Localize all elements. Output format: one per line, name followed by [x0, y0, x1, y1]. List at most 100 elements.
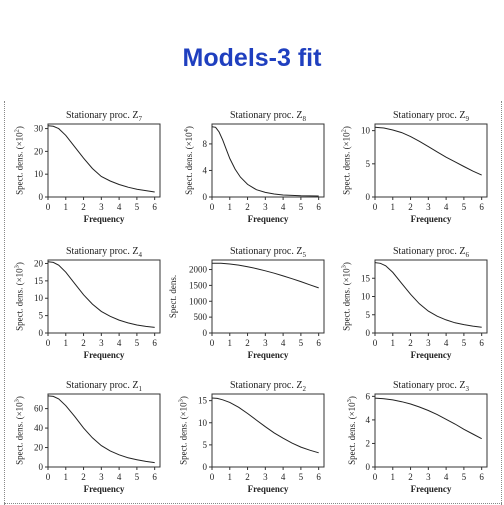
- x-tick-label: 3: [426, 338, 431, 348]
- spectral-density-line-1: [211, 262, 319, 289]
- y-tick-label: 5: [203, 440, 208, 450]
- spectral-density-panel-9: Stationary proc. Z30 1 2 3 4 5 60246FrequencyS…: [346, 380, 488, 494]
- y-axis-label-tail: ): [342, 126, 352, 129]
- y-axis-label: Spect. dens. (×103): [341, 262, 352, 331]
- panel-title: Stationary proc. Z2: [230, 380, 306, 393]
- x-tick-label: 4: [117, 338, 122, 348]
- y-axis-label-exponent: 3: [341, 265, 348, 268]
- x-tick-label: 0: [210, 202, 215, 212]
- panel-title-subscript: 3: [465, 385, 469, 393]
- x-tick-label: 3: [263, 338, 268, 348]
- x-tick-label: 3: [426, 472, 431, 482]
- x-tick-label: 6: [152, 338, 157, 348]
- y-tick-label: 1000: [189, 296, 208, 306]
- x-tick-label: 1: [391, 202, 396, 212]
- y-axis-label-text: Spect. dens. (×10: [347, 402, 357, 465]
- spectral-density-panel-3: Stationary proc. Z9 0 1 2 3 4 5 6 0 5 10 Frequency S…: [341, 110, 488, 224]
- y-tick-label: 0: [366, 192, 371, 202]
- y-axis-label-exponent: 3: [14, 399, 21, 402]
- panel-title-text: Stationary proc. Z: [66, 380, 138, 391]
- y-tick-label: 15: [34, 276, 44, 286]
- x-tick-label: 5: [299, 472, 304, 482]
- y-tick-label: 0: [39, 462, 44, 472]
- x-tick-label: 6: [316, 202, 321, 212]
- y-tick-label: 60: [34, 404, 44, 414]
- x-tick-label: 2: [408, 338, 413, 348]
- x-tick-label: 4: [281, 338, 286, 348]
- x-tick-label: 5: [462, 472, 467, 482]
- slide-frame-left-border: [4, 101, 5, 505]
- y-tick-label: 2000: [189, 265, 208, 275]
- panel-title: Stationary proc. Z4: [66, 246, 142, 259]
- panel-title-text: Stationary proc. Z: [66, 110, 138, 121]
- x-tick-label: 3: [99, 202, 104, 212]
- panel-title-subscript: 1: [138, 385, 142, 393]
- y-axis-label-tail: ): [179, 396, 189, 399]
- x-tick-label: 2: [81, 338, 86, 348]
- plot-frame: [47, 393, 161, 468]
- y-axis-label-text: Spect. dens. (×10: [342, 268, 352, 331]
- x-tick-label: 2: [408, 202, 413, 212]
- spectral-density-panel-4: Stationary proc. Z40 1 2 3 4 5 605101520Freque…: [14, 246, 161, 360]
- x-tick-label: 2: [81, 472, 86, 482]
- panel-title-text: Stationary proc. Z: [230, 246, 302, 257]
- spectral-density-panel-8: Stationary proc. Z20 1 2 3 4 5 6051015Frequenc…: [178, 380, 325, 494]
- panel-title: Stationary proc. Z8: [230, 110, 306, 123]
- y-axis-label: Spect. dens. (×102): [14, 126, 25, 195]
- x-tick-label: 1: [228, 202, 233, 212]
- y-axis-label-tail: ): [15, 396, 25, 399]
- y-tick-label: 10: [361, 126, 371, 136]
- y-axis-label-tail: ): [342, 262, 352, 265]
- slide-title: Models-3 fit: [182, 44, 322, 72]
- x-tick-label: 0: [210, 472, 215, 482]
- x-tick-label: 0: [373, 338, 378, 348]
- panel-title: Stationary proc. Z1: [66, 380, 142, 393]
- x-tick-label: 1: [391, 472, 396, 482]
- y-tick-label: 0: [203, 192, 208, 202]
- y-axis-label-text: Spect. dens. (×10: [15, 132, 25, 195]
- x-axis-label: Frequency: [411, 350, 452, 360]
- y-tick-label: 0: [366, 462, 371, 472]
- x-axis-label: Frequency: [248, 214, 289, 224]
- panel-title: Stationary proc. Z9: [393, 110, 469, 123]
- plot-frame: [211, 123, 325, 198]
- x-tick-label: 5: [135, 338, 140, 348]
- x-tick-label: 2: [81, 202, 86, 212]
- y-axis-label-text: Spect. dens. (×10: [15, 268, 25, 331]
- panel-title-subscript: 6: [465, 251, 469, 259]
- x-tick-label: 6: [479, 202, 484, 212]
- panel-title-subscript: 7: [138, 115, 142, 123]
- y-tick-label: 5: [366, 310, 371, 320]
- plot-frame: [47, 123, 161, 198]
- x-tick-label: 1: [64, 338, 69, 348]
- spectral-density-line-1: [47, 261, 155, 328]
- x-tick-label: 4: [444, 202, 449, 212]
- x-tick-label: 6: [479, 338, 484, 348]
- x-tick-label: 0: [46, 338, 51, 348]
- x-axis-label: Frequency: [248, 350, 289, 360]
- y-tick-label: 6: [366, 391, 371, 401]
- spectral-density-line-1: [211, 397, 319, 454]
- x-tick-label: 1: [228, 338, 233, 348]
- x-tick-label: 5: [135, 472, 140, 482]
- x-tick-label: 4: [444, 472, 449, 482]
- y-axis-label-exponent: 3: [14, 265, 21, 268]
- plot-frame: [374, 393, 488, 468]
- panel-title-text: Stationary proc. Z: [393, 380, 465, 391]
- y-axis-label-tail: ): [15, 126, 25, 129]
- x-tick-label: 5: [462, 338, 467, 348]
- x-tick-label: 3: [426, 202, 431, 212]
- x-tick-label: 0: [373, 202, 378, 212]
- y-axis-label-exponent: 2: [14, 129, 21, 132]
- y-axis-label-exponent: 3: [178, 399, 185, 402]
- y-axis-label: Spect. dens. (×103): [346, 396, 357, 465]
- y-axis-label: Spect. dens. (×102): [341, 126, 352, 195]
- y-axis-label: Spect. dens. (×103): [14, 262, 25, 331]
- x-tick-label: 3: [263, 472, 268, 482]
- spectral-density-line-1: [374, 126, 482, 176]
- y-axis-label-tail: ): [15, 262, 25, 265]
- x-axis-label: Frequency: [411, 214, 452, 224]
- y-axis-label-text: Spect. dens. (×10: [184, 132, 194, 195]
- panel-title: Stationary proc. Z7: [66, 110, 142, 123]
